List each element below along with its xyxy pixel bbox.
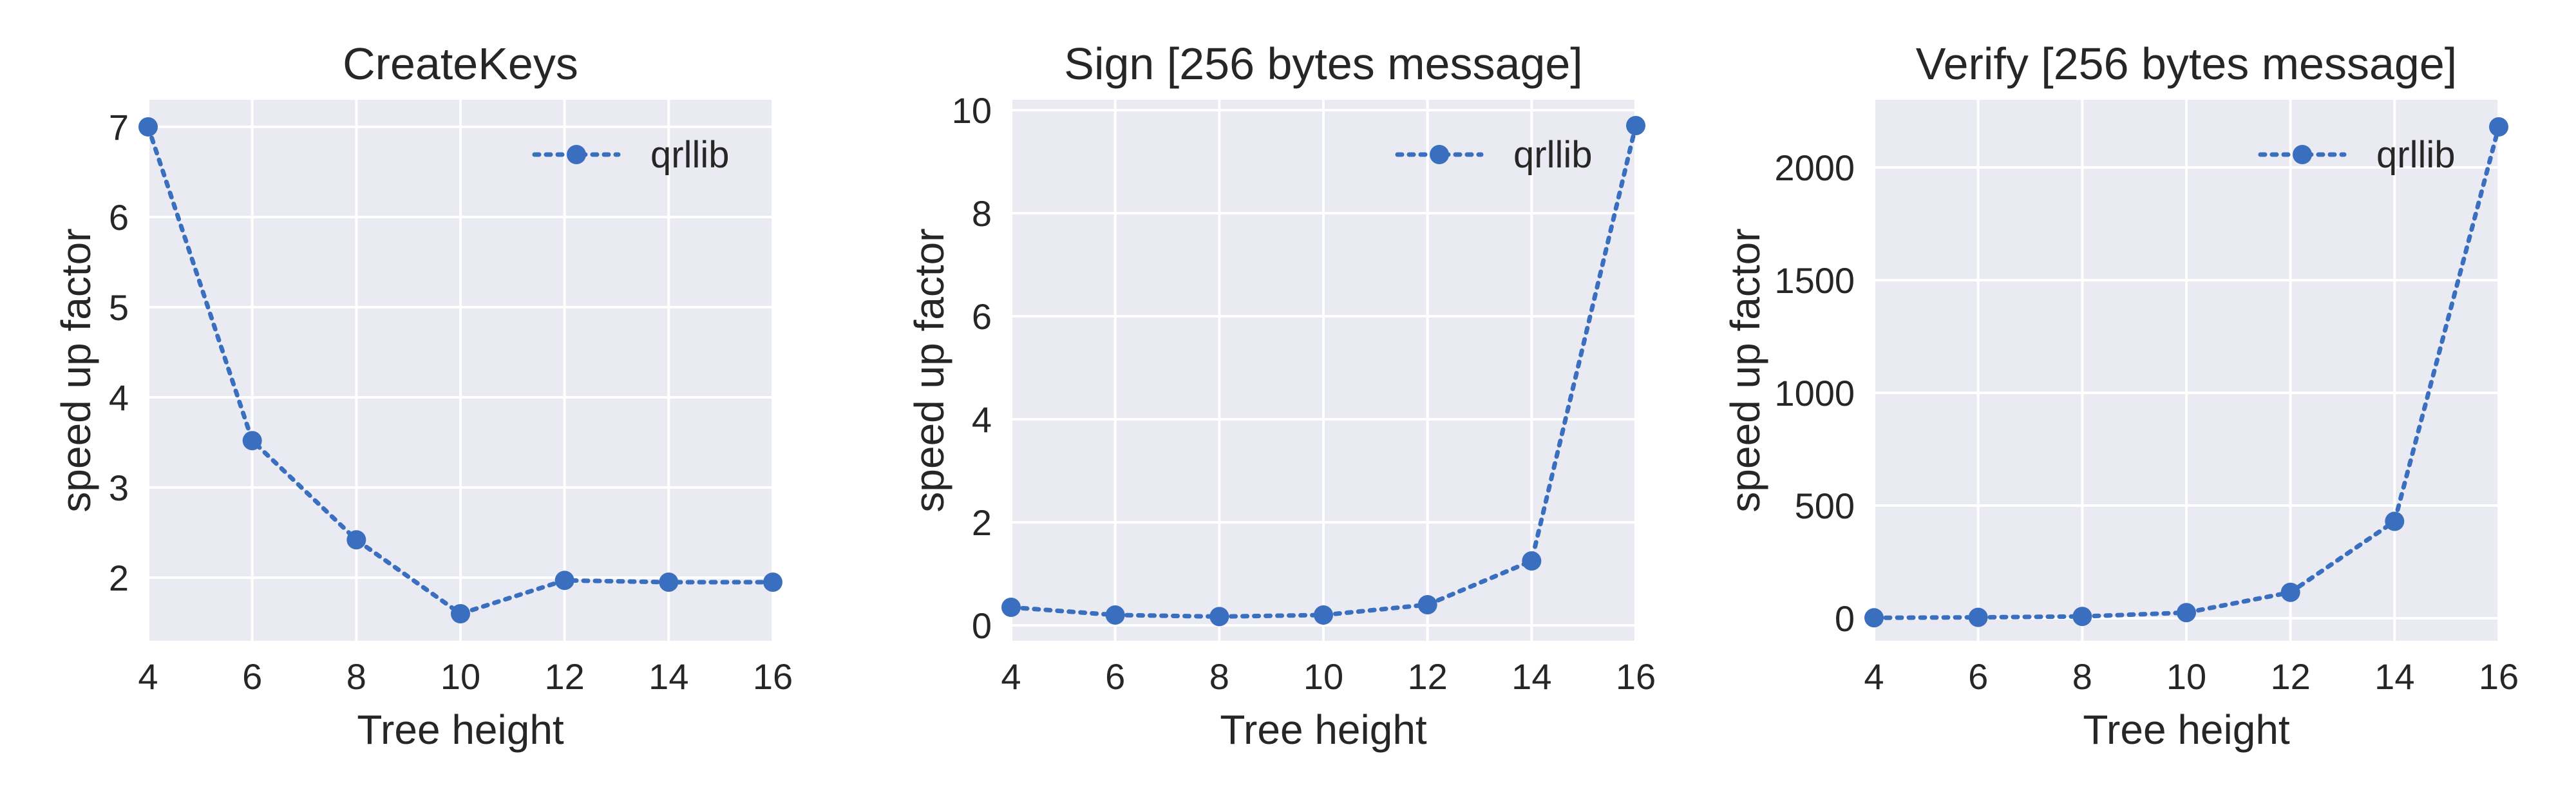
- verify-data-point: [2280, 582, 2300, 602]
- verify-chart-title: Verify [256 bytes message]: [1916, 39, 2457, 89]
- sign-legend-marker: [1430, 145, 1449, 164]
- sign-panel: 4 6 8 10 12 14 16 0 2 4 6 8 10 Sign [256 bytes messag…: [906, 39, 1656, 753]
- sign-y-tick-label: 10: [952, 90, 992, 131]
- sign-data-point: [1314, 605, 1333, 625]
- verify-data-point: [1864, 608, 1884, 628]
- sign-x-tick-label: 4: [1001, 656, 1021, 697]
- verify-data-point: [2177, 603, 2196, 623]
- createkeys-x-tick-label: 6: [242, 656, 262, 697]
- createkeys-y-tick-label: 7: [109, 107, 129, 147]
- sign-data-point: [1209, 607, 1229, 627]
- verify-x-tick-label: 4: [1864, 656, 1884, 697]
- verify-legend-label: qrllib: [2376, 134, 2456, 176]
- createkeys-data-point: [451, 604, 470, 623]
- createkeys-y-axis-label: speed up factor: [53, 228, 99, 512]
- sign-data-point: [1001, 598, 1021, 617]
- sign-x-tick-label: 8: [1209, 656, 1229, 697]
- verify-data-point: [2489, 117, 2508, 137]
- verify-x-tick-label: 12: [2271, 656, 2311, 697]
- sign-x-tick-label: 10: [1303, 656, 1343, 697]
- verify-x-tick-label: 6: [1968, 656, 1988, 697]
- verify-data-point: [2072, 607, 2092, 627]
- sign-x-tick-label: 14: [1511, 656, 1551, 697]
- createkeys-y-tick-label: 3: [109, 468, 129, 508]
- sign-data-point: [1105, 605, 1125, 625]
- createkeys-x-tick-label: 4: [138, 656, 158, 697]
- createkeys-y-tick-label: 2: [109, 558, 129, 598]
- verify-y-tick-label: 1500: [1774, 260, 1855, 301]
- createkeys-x-tick-label: 14: [649, 656, 688, 697]
- createkeys-y-tick-label: 6: [109, 197, 129, 238]
- verify-data-point: [1968, 607, 1988, 627]
- createkeys-y-tick-label: 5: [109, 287, 129, 328]
- verify-x-axis-label: Tree height: [2083, 706, 2290, 753]
- verify-x-tick-label: 16: [2479, 656, 2519, 697]
- verify-y-axis-label: speed up factor: [1722, 228, 1768, 512]
- createkeys-panel: 4 6 8 10 12 14 16 2 3 4 5 6 7 CreateKeys Tree height sp…: [53, 39, 793, 753]
- sign-x-tick-label: 6: [1105, 656, 1125, 697]
- createkeys-x-tick-label: 12: [545, 656, 585, 697]
- sign-x-tick-label: 16: [1616, 656, 1656, 697]
- sign-data-point: [1522, 551, 1542, 571]
- verify-legend-marker: [2293, 145, 2312, 164]
- verify-panel: 4 6 8 10 12 14 16 0 500 1000 1500 2000 Verify [256 b…: [1722, 39, 2519, 753]
- sign-y-tick-label: 2: [972, 502, 992, 543]
- sign-y-tick-label: 0: [972, 605, 992, 646]
- createkeys-legend-label: qrllib: [650, 134, 730, 176]
- sign-y-tick-label: 4: [972, 399, 992, 440]
- verify-x-tick-label: 14: [2374, 656, 2414, 697]
- createkeys-data-point: [763, 573, 782, 592]
- verify-y-tick-label: 500: [1795, 486, 1855, 526]
- createkeys-data-point: [659, 573, 679, 592]
- sign-y-tick-label: 6: [972, 296, 992, 337]
- createkeys-legend-marker: [567, 145, 586, 164]
- createkeys-x-axis-label: Tree height: [357, 706, 564, 753]
- sign-y-axis-label: speed up factor: [906, 228, 952, 512]
- createkeys-data-point: [138, 117, 158, 137]
- sign-x-tick-label: 12: [1408, 656, 1448, 697]
- createkeys-data-point: [242, 431, 262, 451]
- verify-x-tick-label: 10: [2166, 656, 2206, 697]
- verify-data-point: [2385, 511, 2405, 531]
- sign-data-point: [1626, 116, 1645, 135]
- createkeys-x-tick-label: 10: [440, 656, 480, 697]
- createkeys-y-tick-label: 4: [109, 377, 129, 418]
- createkeys-data-point: [554, 571, 574, 591]
- sign-legend-label: qrllib: [1513, 134, 1593, 176]
- verify-y-tick-label: 1000: [1774, 373, 1855, 413]
- sign-x-axis-label: Tree height: [1220, 706, 1427, 753]
- createkeys-x-tick-label: 16: [753, 656, 793, 697]
- createkeys-x-tick-label: 8: [346, 656, 366, 697]
- verify-y-tick-label: 2000: [1774, 147, 1855, 188]
- createkeys-chart-title: CreateKeys: [343, 39, 578, 89]
- verify-x-tick-label: 8: [2072, 656, 2092, 697]
- createkeys-data-point: [346, 530, 366, 550]
- sign-y-tick-label: 8: [972, 193, 992, 234]
- verify-y-tick-label: 0: [1835, 598, 1855, 639]
- sign-chart-title: Sign [256 bytes message]: [1064, 39, 1582, 89]
- sign-data-point: [1417, 595, 1437, 614]
